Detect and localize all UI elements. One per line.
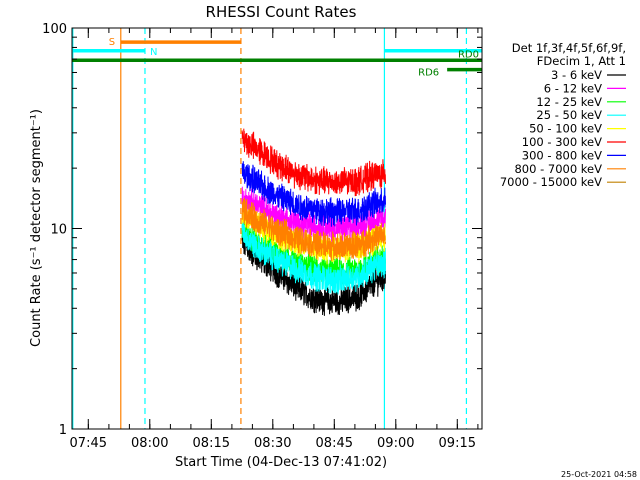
legend-entry: 25 - 50 keV	[536, 108, 602, 122]
legend-entry: 50 - 100 keV	[529, 122, 602, 136]
flag-label: RD0	[458, 49, 479, 60]
legend-header: Det 1f,3f,4f,5f,6f,9f,	[512, 41, 626, 55]
legend-entry: 3 - 6 keV	[551, 68, 602, 82]
series-line	[241, 161, 386, 227]
plot-area: S N RD6 RD0	[72, 28, 482, 429]
legend-entry: 100 - 300 keV	[522, 135, 602, 149]
flag-label: N	[150, 47, 157, 58]
timestamp: 25-Oct-2021 04:58	[561, 470, 637, 479]
series-line	[241, 221, 386, 295]
y-tick-label: 10	[50, 223, 67, 238]
legend-entry: 800 - 7000 keV	[514, 162, 602, 176]
legend: Det 1f,3f,4f,5f,6f,9f,FDecim 1, Att 13 -…	[500, 41, 626, 189]
series-line	[241, 197, 386, 262]
flag-label: S	[109, 37, 115, 48]
chart-title: RHESSI Count Rates	[206, 3, 357, 21]
legend-entry: 300 - 800 keV	[522, 148, 602, 162]
flag-label: RD6	[418, 68, 439, 79]
legend-entry: 7000 - 15000 keV	[500, 175, 602, 189]
x-axis-label: Start Time (04-Dec-13 07:41:02)	[175, 455, 387, 470]
x-tick-label: 07:45	[70, 436, 107, 451]
x-tick-label: 09:15	[439, 436, 476, 451]
legend-entry: 6 - 12 keV	[544, 81, 602, 95]
x-tick-label: 08:45	[316, 436, 353, 451]
y-tick-label: 100	[42, 22, 67, 37]
x-tick-label: 09:00	[377, 436, 414, 451]
y-axis-label: Count Rate (s⁻¹ detector segment⁻¹)	[29, 109, 44, 347]
x-tick-label: 08:15	[193, 436, 230, 451]
legend-header: FDecim 1, Att 1	[537, 54, 626, 68]
series-line	[241, 128, 386, 197]
axes: 1 10 100 07:45 08:00 08:15 08:30 08:45 09:00 09:1…	[42, 22, 482, 451]
y-tick-label: 1	[59, 423, 67, 438]
x-tick-label: 08:00	[131, 436, 168, 451]
legend-entry: 12 - 25 keV	[536, 95, 602, 109]
x-tick-label: 08:30	[254, 436, 291, 451]
